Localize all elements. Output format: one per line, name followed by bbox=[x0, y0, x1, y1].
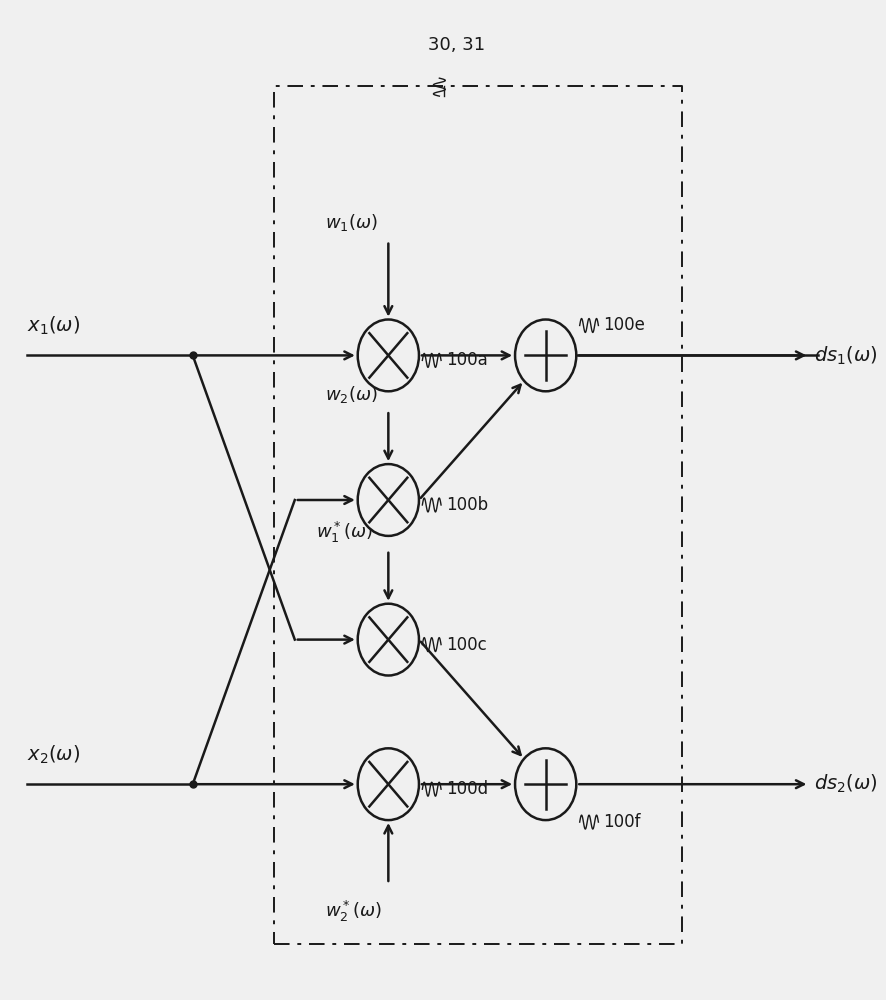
Text: 100b: 100b bbox=[447, 496, 488, 514]
Text: 100f: 100f bbox=[603, 813, 641, 831]
Circle shape bbox=[358, 748, 419, 820]
Text: 100e: 100e bbox=[603, 316, 645, 334]
Text: 100d: 100d bbox=[447, 780, 488, 798]
Text: 30, 31: 30, 31 bbox=[428, 36, 485, 54]
Text: $ds_2(\omega)$: $ds_2(\omega)$ bbox=[813, 773, 877, 795]
Text: $w_1^*(\omega)$: $w_1^*(\omega)$ bbox=[316, 520, 373, 545]
Text: $w_2(\omega)$: $w_2(\omega)$ bbox=[324, 384, 377, 405]
Circle shape bbox=[358, 604, 419, 676]
Text: $w_1(\omega)$: $w_1(\omega)$ bbox=[324, 212, 377, 233]
Text: 100c: 100c bbox=[447, 636, 487, 654]
Text: $w_2^*(\omega)$: $w_2^*(\omega)$ bbox=[324, 899, 381, 924]
Text: $x_2(\omega)$: $x_2(\omega)$ bbox=[27, 744, 80, 766]
Circle shape bbox=[515, 320, 576, 391]
Circle shape bbox=[358, 320, 419, 391]
Circle shape bbox=[515, 748, 576, 820]
Text: 100a: 100a bbox=[447, 351, 488, 369]
Circle shape bbox=[358, 464, 419, 536]
Text: $ds_1(\omega)$: $ds_1(\omega)$ bbox=[813, 344, 877, 367]
Text: $x_1(\omega)$: $x_1(\omega)$ bbox=[27, 315, 80, 337]
